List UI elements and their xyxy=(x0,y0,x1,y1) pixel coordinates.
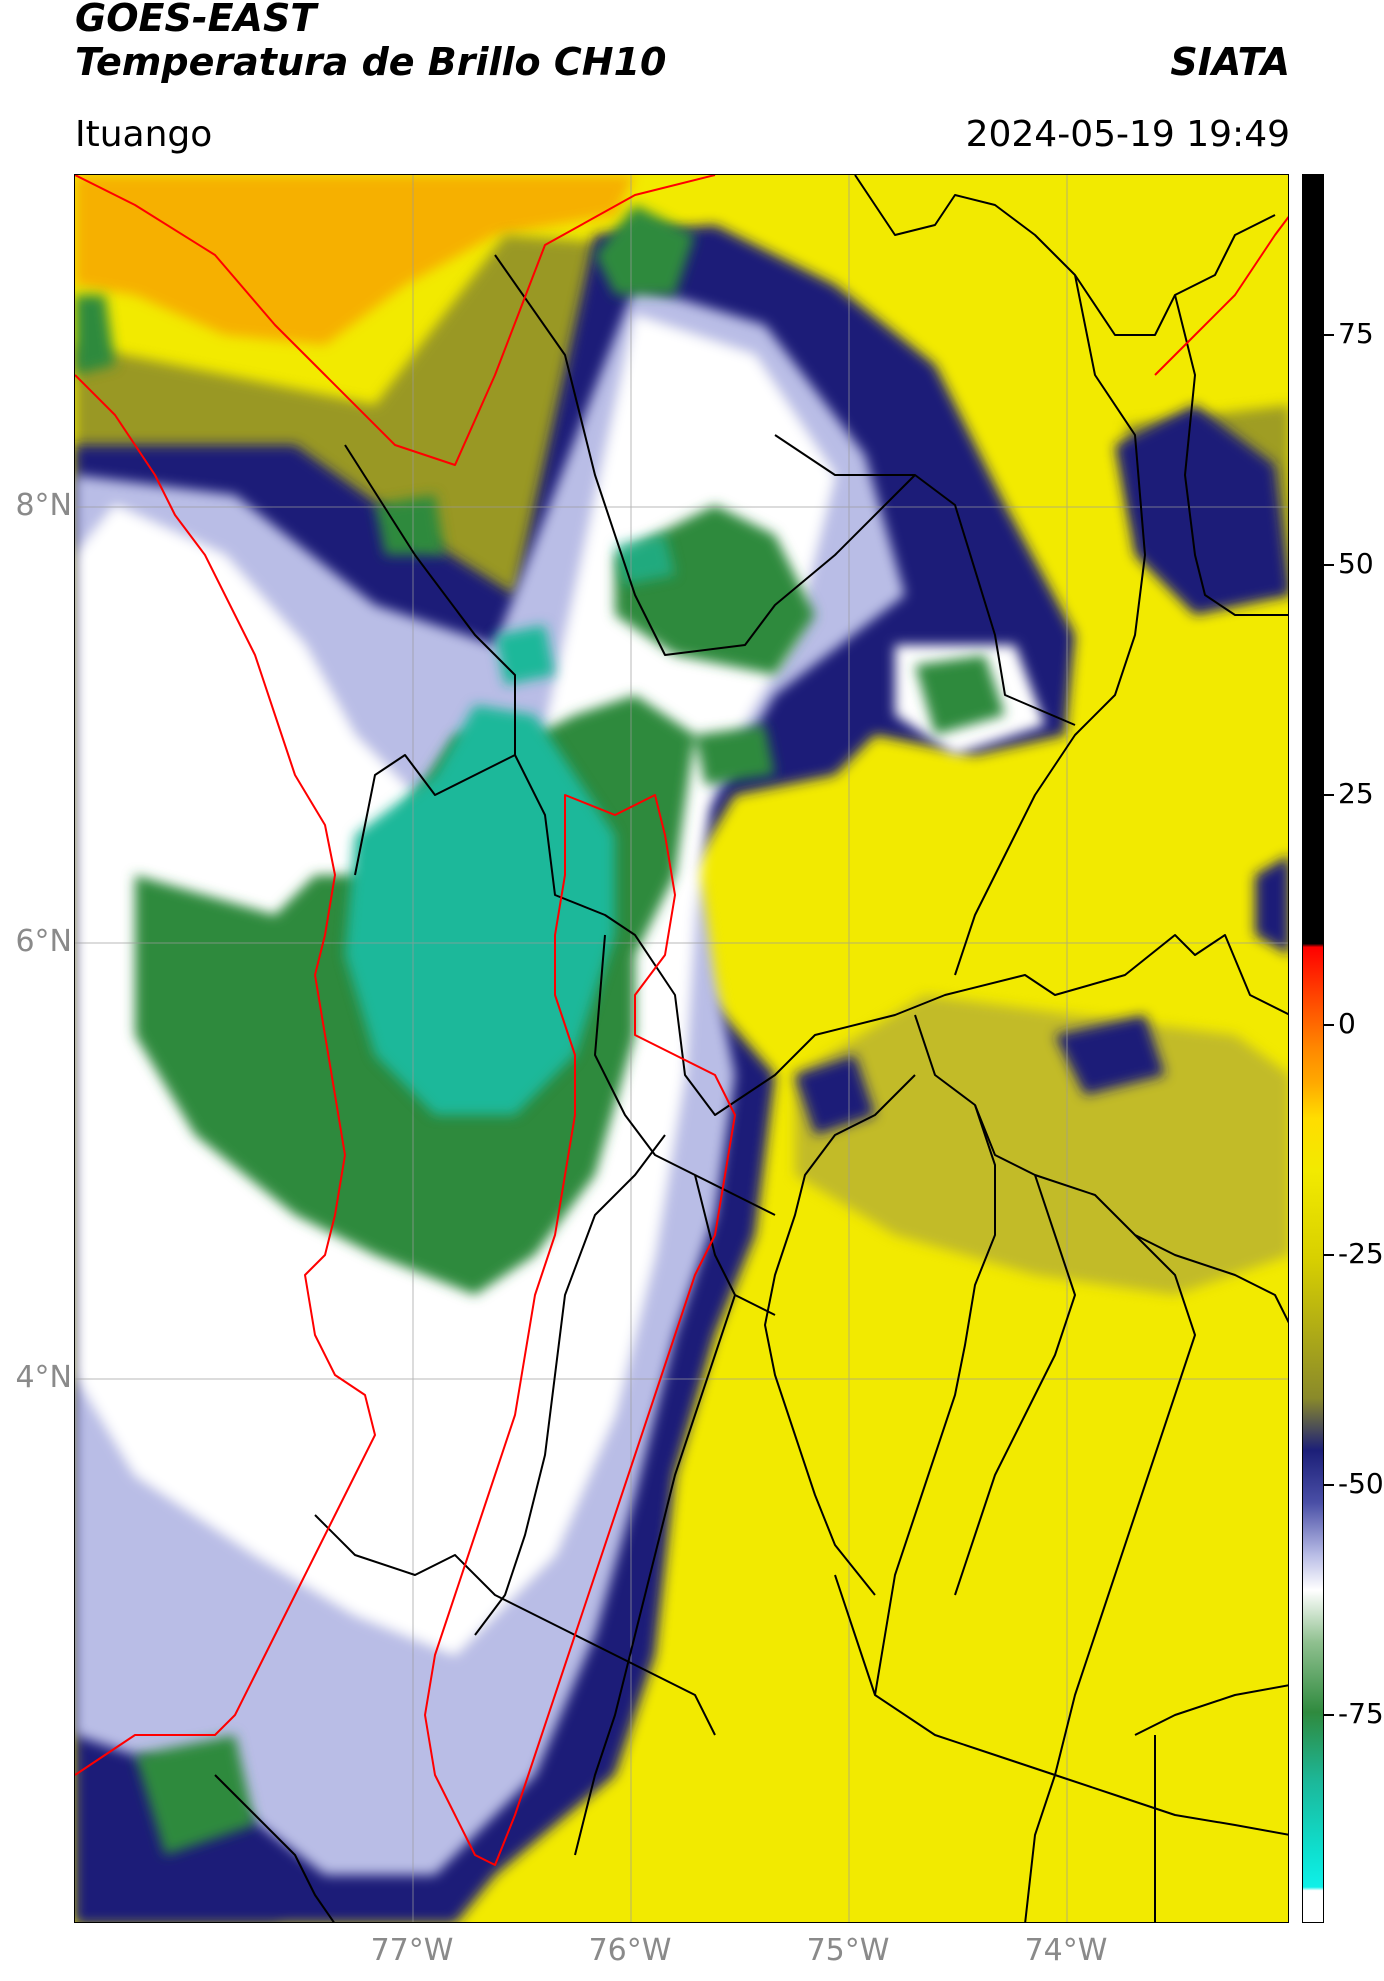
gridlines xyxy=(75,175,1288,1922)
lat-label-8n: 8°N xyxy=(15,488,72,523)
colorbar-tick-m50 xyxy=(1324,1484,1334,1486)
colorbar-label-75: 75 xyxy=(1338,317,1374,350)
lon-label-75w: 75°W xyxy=(806,1933,890,1968)
colorbar xyxy=(1302,174,1324,1923)
title-product: Temperatura de Brillo CH10 xyxy=(75,40,667,84)
colorbar-label-50: 50 xyxy=(1338,547,1374,580)
lon-label-77w: 77°W xyxy=(370,1933,454,1968)
colorbar-tick-0 xyxy=(1324,1024,1334,1026)
lon-label-76w: 76°W xyxy=(588,1933,672,1968)
timestamp-label: 2024-05-19 19:49 xyxy=(965,114,1290,155)
lon-label-74w: 74°W xyxy=(1024,1933,1108,1968)
orange-warm-area xyxy=(75,175,635,345)
location-label: Ituango xyxy=(75,114,213,155)
admin-borders xyxy=(214,175,1288,1922)
lat-label-6n: 6°N xyxy=(15,924,72,959)
colorbar-label-m50: -50 xyxy=(1338,1467,1384,1500)
brand-label: SIATA xyxy=(1170,40,1290,84)
colorbar-tick-m25 xyxy=(1324,1254,1334,1256)
satellite-map xyxy=(74,174,1289,1923)
lat-label-4n: 4°N xyxy=(15,1360,72,1395)
title-satellite: GOES-EAST xyxy=(75,0,317,40)
colorbar-label-25: 25 xyxy=(1338,777,1374,810)
colorbar-tick-25 xyxy=(1324,794,1334,796)
colorbar-label-m75: -75 xyxy=(1338,1697,1384,1730)
colorbar-tick-50 xyxy=(1324,564,1334,566)
colorbar-label-m25: -25 xyxy=(1338,1237,1384,1270)
map-canvas xyxy=(75,175,1288,1922)
colorbar-tick-75 xyxy=(1324,334,1334,336)
department-borders xyxy=(75,175,1288,1866)
colorbar-tick-m75 xyxy=(1324,1714,1334,1716)
colorbar-label-0: 0 xyxy=(1338,1007,1356,1040)
